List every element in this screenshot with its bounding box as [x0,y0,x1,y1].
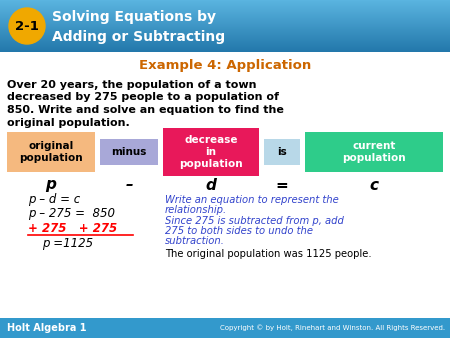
Bar [0,4,450,5]
Bar [0,16,450,17]
Bar [0,10,450,11]
Text: The original population was 1125 people.: The original population was 1125 people. [165,249,372,259]
Bar [0,30,450,31]
Bar [0,50,450,51]
Bar [0,1,450,2]
Bar [0,39,450,40]
Bar [0,27,450,28]
Bar [0,7,450,8]
Bar [0,36,450,37]
Text: original
population: original population [19,141,83,163]
Text: Example 4: Application: Example 4: Application [139,58,311,72]
Bar [0,2,450,3]
Text: 850. Write and solve an equation to find the: 850. Write and solve an equation to find… [7,105,284,115]
Bar [0,24,450,25]
Bar [0,11,450,12]
Bar [264,139,300,165]
Bar [0,45,450,46]
Bar [0,23,450,24]
Bar [0,5,450,6]
Text: Holt Algebra 1: Holt Algebra 1 [7,323,86,333]
Text: p – d = c: p – d = c [28,193,80,207]
Bar [0,0,450,1]
Text: c: c [369,177,378,193]
Text: d: d [206,177,216,193]
Text: decrease
in
population: decrease in population [179,135,243,169]
Bar [305,132,443,172]
Text: subtraction.: subtraction. [165,236,225,246]
Text: Write an equation to represent the: Write an equation to represent the [165,195,339,205]
Bar [0,48,450,49]
Bar [0,34,450,35]
Bar [0,32,450,33]
Bar [0,52,450,318]
Bar [0,37,450,38]
Bar [0,41,450,42]
Text: relationship.: relationship. [165,205,227,215]
Text: 275 to both sides to undo the: 275 to both sides to undo the [165,226,313,236]
Bar [0,3,450,4]
Bar [0,26,450,27]
Bar [0,17,450,18]
Text: –: – [125,177,133,193]
Bar [0,31,450,32]
Bar [0,9,450,10]
Text: + 275   + 275: + 275 + 275 [28,221,117,235]
Bar [0,46,450,47]
Bar [0,25,450,26]
Bar [163,128,259,176]
Bar [100,139,158,165]
Bar [0,18,450,19]
Text: Copyright © by Holt, Rinehart and Winston. All Rights Reserved.: Copyright © by Holt, Rinehart and Winsto… [220,325,445,331]
Text: p: p [45,177,56,193]
Bar [0,12,450,13]
Bar [0,15,450,16]
Bar [0,35,450,36]
Bar [0,51,450,52]
Text: Solving Equations by: Solving Equations by [52,10,216,24]
Bar [0,28,450,29]
Text: current
population: current population [342,141,406,163]
Text: Adding or Subtracting: Adding or Subtracting [52,30,225,44]
Circle shape [9,8,45,44]
Bar [0,42,450,43]
Text: decreased by 275 people to a population of: decreased by 275 people to a population … [7,93,279,102]
Bar [0,13,450,14]
Bar [0,318,450,338]
Bar [0,21,450,22]
Text: Since 275 is subtracted from p, add: Since 275 is subtracted from p, add [165,216,344,226]
Text: p – 275 =  850: p – 275 = 850 [28,208,115,220]
Bar [0,19,450,20]
Bar [0,20,450,21]
Text: p =1125: p =1125 [42,238,93,250]
Bar [0,49,450,50]
Bar [0,33,450,34]
Bar [0,29,450,30]
Bar [0,44,450,45]
Bar [0,6,450,7]
Bar [0,47,450,48]
Bar [0,22,450,23]
Bar [0,40,450,41]
Text: =: = [275,177,288,193]
Text: minus: minus [111,147,147,157]
Bar [0,14,450,15]
Text: 2-1: 2-1 [15,20,39,32]
Bar [0,43,450,44]
Bar [7,132,95,172]
Bar [0,38,450,39]
Text: is: is [277,147,287,157]
Bar [0,8,450,9]
Text: Over 20 years, the population of a town: Over 20 years, the population of a town [7,80,256,90]
Text: original population.: original population. [7,118,130,127]
